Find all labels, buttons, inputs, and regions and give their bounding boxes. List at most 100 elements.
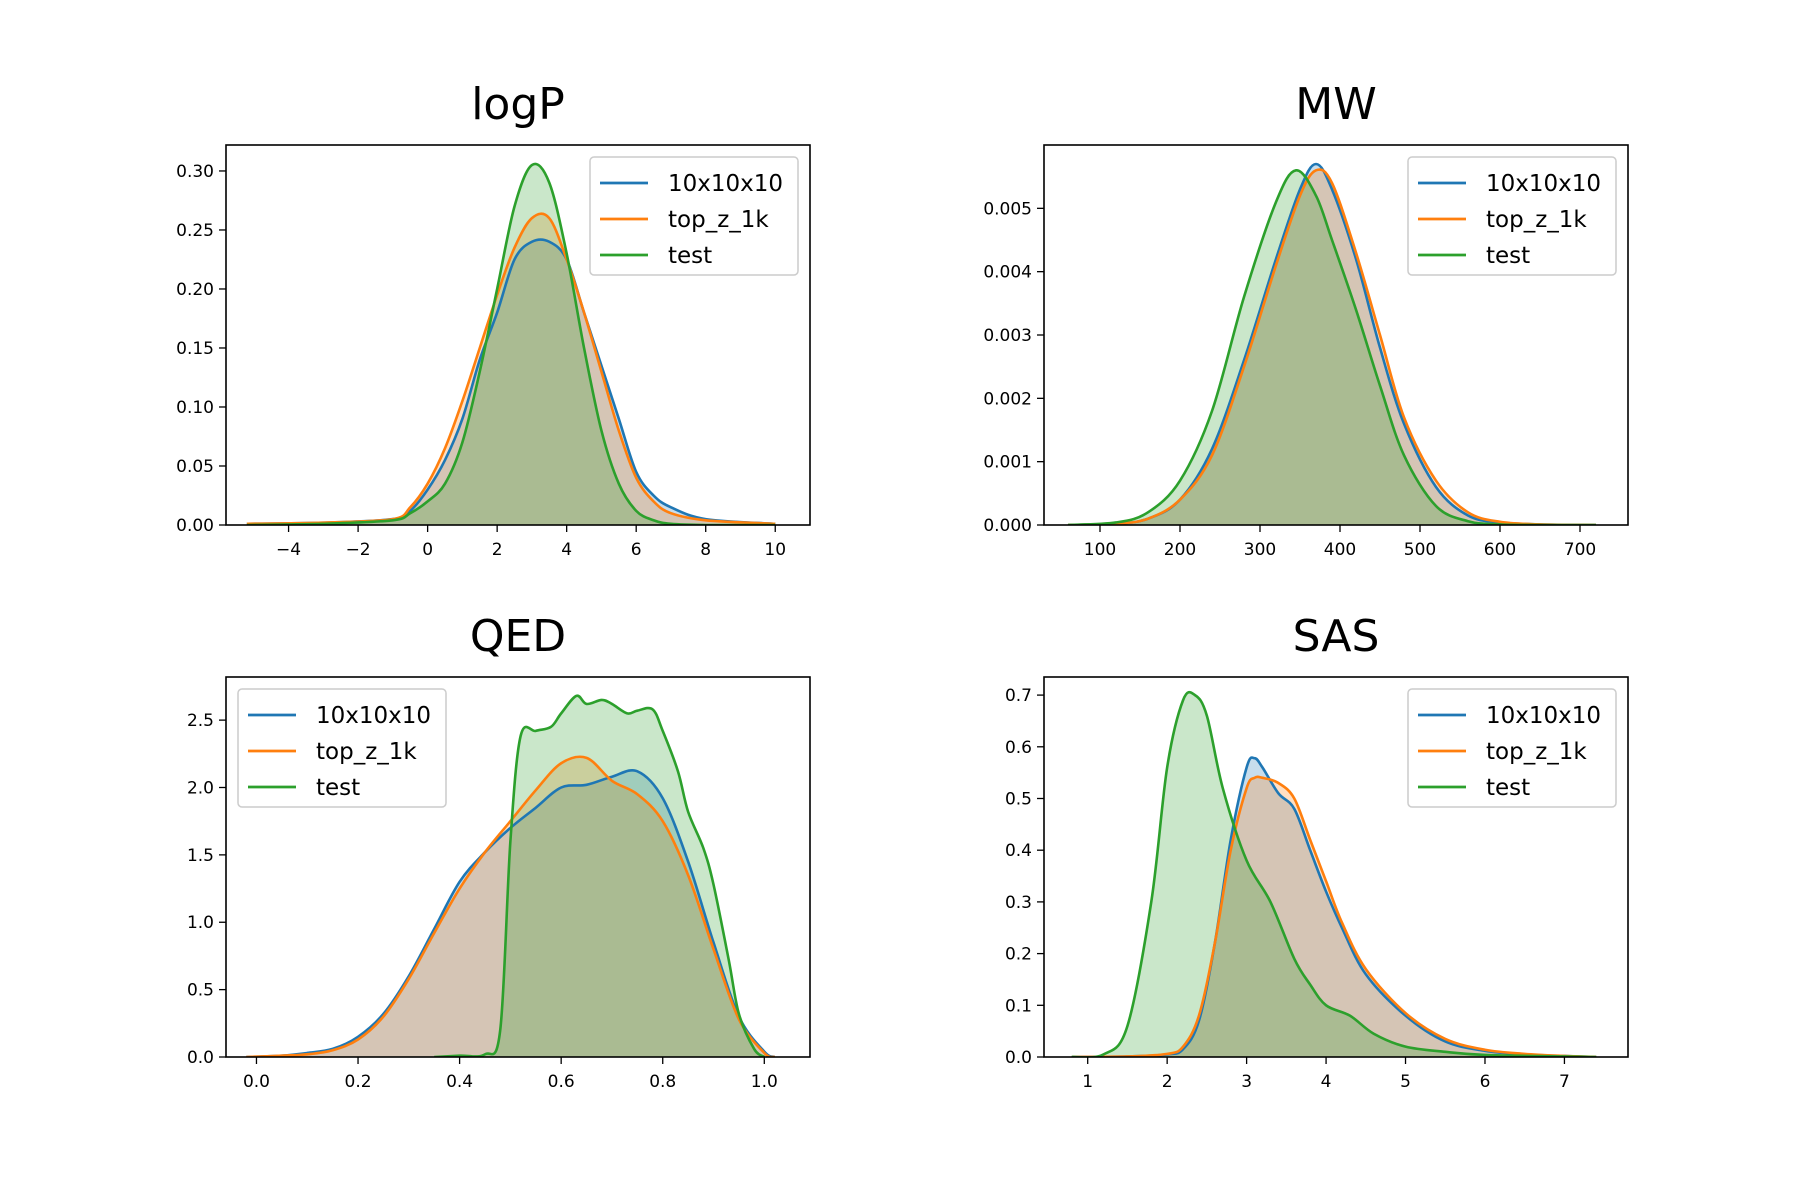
x-tick-label: 1.0	[751, 1072, 778, 1092]
x-tick-label: 500	[1404, 540, 1436, 560]
legend-label: 10x10x10	[1486, 171, 1601, 197]
x-tick-label: 4	[561, 540, 572, 560]
x-tick-label: 0.6	[548, 1072, 575, 1092]
y-tick-label: 0.10	[176, 398, 214, 418]
x-tick-label: 400	[1324, 540, 1356, 560]
legend-box	[1407, 156, 1617, 276]
x-tick-label: 0.2	[345, 1072, 372, 1092]
series-line-10x10x10	[246, 238, 776, 525]
series-fill-top_z_1k	[1071, 776, 1597, 1057]
y-tick-label: 0.00	[176, 516, 214, 536]
legend-box	[237, 688, 447, 808]
series-fill-top_z_1k	[246, 213, 776, 525]
y-tick-label: 0.001	[983, 453, 1032, 473]
y-tick-label: 0.5	[1005, 789, 1032, 809]
x-tick-label: 7	[1559, 1072, 1570, 1092]
y-tick-label: 0.3	[1005, 893, 1032, 913]
series-line-test	[1071, 690, 1597, 1057]
legend-label: top_z_1k	[316, 739, 417, 765]
x-tick-label: 1	[1082, 1072, 1093, 1092]
legend-label: test	[1486, 775, 1530, 801]
y-tick-label: 0.25	[176, 221, 214, 241]
y-tick-label: 0.20	[176, 280, 214, 300]
y-tick-label: 0.1	[1005, 996, 1032, 1016]
plot-area	[246, 694, 776, 1057]
y-tick-label: 1.5	[187, 846, 214, 866]
plot-area	[246, 162, 776, 525]
subplot-qed: QED 0.0 0.2 0.4 0.6 0.8 1.0 0.0 0.5 1.0 1.5 2.0 2.5 1…	[187, 611, 811, 1092]
x-tick-label: 100	[1084, 540, 1116, 560]
y-tick-label: 0.6	[1005, 738, 1032, 758]
legend-label: 10x10x10	[316, 703, 431, 729]
y-tick-label: 2.5	[187, 711, 214, 731]
axes-frame	[1043, 676, 1629, 1058]
plot-area	[1071, 690, 1597, 1057]
x-tick-label: 6	[631, 540, 642, 560]
x-tick-label: 200	[1164, 540, 1196, 560]
x-tick-label: 2	[1162, 1072, 1173, 1092]
series-line-top_z_1k	[1067, 168, 1597, 525]
y-tick-label: 0.002	[983, 389, 1032, 409]
x-tick-label: 3	[1241, 1072, 1252, 1092]
y-tick-label: 0.05	[176, 457, 214, 477]
x-tick-label: 4	[1321, 1072, 1332, 1092]
x-tick-label: −2	[346, 540, 371, 560]
series-fill-10x10x10	[246, 770, 775, 1057]
series-line-10x10x10	[246, 769, 776, 1057]
series-fill-top_z_1k	[246, 756, 775, 1057]
x-tick-label: 700	[1564, 540, 1596, 560]
x-tick-label: 0.0	[243, 1072, 270, 1092]
y-tick-label: 0.0	[187, 1048, 214, 1068]
y-tick-label: 0.000	[983, 516, 1032, 536]
chart-title: QED	[470, 611, 566, 662]
legend-label: top_z_1k	[668, 207, 769, 233]
series-fill-test	[1071, 692, 1597, 1057]
x-tick-label: 2	[492, 540, 503, 560]
x-tick-label: 5	[1400, 1072, 1411, 1092]
series-line-top_z_1k	[1071, 775, 1597, 1057]
series-fill-10x10x10	[1068, 164, 1596, 525]
series-line-top_z_1k	[246, 755, 775, 1057]
y-tick-label: 0.005	[983, 199, 1032, 219]
legend-box	[1407, 688, 1617, 808]
subplot-logp: logP −4 −2 0 2 4 6 8 10 0.00 0.05 0.10 0.15 0.20 0.25 0…	[176, 79, 811, 560]
y-tick-label: 0.004	[983, 263, 1032, 283]
x-tick-label: 0.8	[649, 1072, 676, 1092]
y-tick-label: 0.30	[176, 162, 214, 182]
x-tick-label: 0.4	[446, 1072, 473, 1092]
x-tick-label: 10	[764, 540, 786, 560]
legend-label: top_z_1k	[1486, 739, 1587, 765]
axes-frame	[225, 144, 811, 526]
x-tick-label: 8	[700, 540, 711, 560]
axes-frame	[225, 676, 811, 1058]
y-tick-label: 0.4	[1005, 841, 1032, 861]
series-line-10x10x10	[1071, 756, 1597, 1057]
chart-title: MW	[1295, 79, 1376, 130]
chart-title: SAS	[1293, 611, 1380, 662]
series-line-test	[246, 162, 776, 525]
x-tick-label: −4	[276, 540, 301, 560]
series-fill-test	[246, 164, 776, 525]
subplot-sas: SAS 1 2 3 4 5 6 7 0.0 0.1 0.2 0.3 0.4 0.5 0.6 0.7 10x10x…	[1005, 611, 1629, 1092]
x-tick-label: 0	[422, 540, 433, 560]
subplot-mw: MW 100 200 300 400 500 600 700 0.000 0.001 0.002 0.…	[983, 79, 1629, 560]
series-line-top_z_1k	[246, 212, 776, 525]
plot-area	[1067, 162, 1597, 525]
series-fill-10x10x10	[246, 239, 776, 525]
y-tick-label: 0.003	[983, 326, 1032, 346]
y-tick-label: 0.15	[176, 339, 214, 359]
y-tick-label: 0.0	[1005, 1048, 1032, 1068]
series-fill-10x10x10	[1071, 757, 1597, 1057]
legend-label: test	[316, 775, 360, 801]
x-tick-label: 600	[1484, 540, 1516, 560]
legend-label: 10x10x10	[1486, 703, 1601, 729]
series-line-test	[1067, 169, 1596, 525]
series-fill-top_z_1k	[1068, 169, 1596, 525]
chart-title: logP	[471, 79, 565, 130]
y-tick-label: 0.2	[1005, 945, 1032, 965]
